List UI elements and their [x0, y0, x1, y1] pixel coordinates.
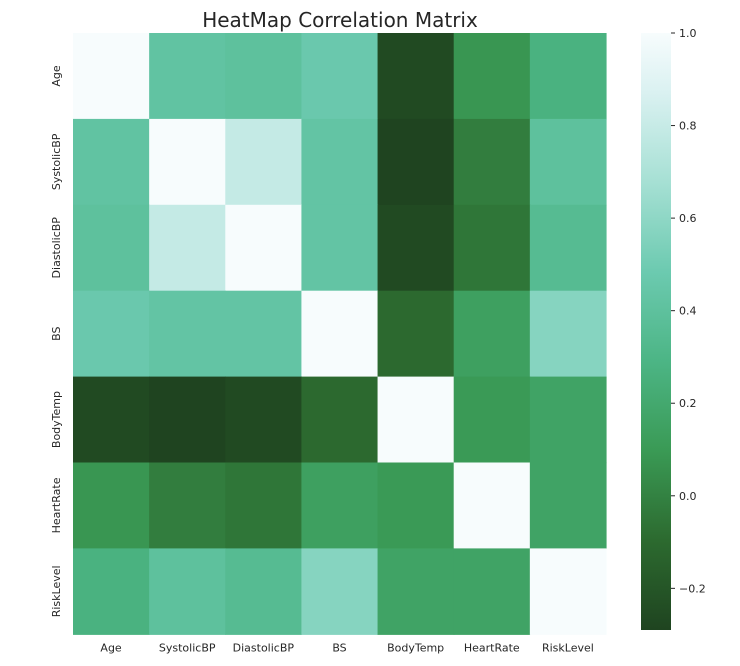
heatmap-cell-age-heartrate: [453, 33, 531, 120]
heatmap-cell-risklevel-age: [73, 548, 150, 635]
colorbar-tick-label: 0.2: [679, 397, 697, 410]
chart-title: HeatMap Correlation Matrix: [202, 8, 478, 32]
heatmap-cell-systolicbp-bs: [301, 118, 379, 206]
heatmap-cell-heartrate-risklevel: [529, 462, 607, 549]
x-axis-ticks: Age SystolicBP DiastolicBP BS BodyTemp HeartR…: [100, 641, 593, 654]
heatmap-cell-age-age: [73, 33, 150, 120]
heatmap-cell-risklevel-diastolicbp: [225, 548, 303, 635]
heatmap-cell-bs-systolicbp: [149, 290, 226, 378]
heatmap-cell-heartrate-diastolicbp: [225, 462, 303, 549]
heatmap-cell-diastolicbp-age: [73, 204, 150, 292]
x-tick-label: HeartRate: [464, 641, 520, 654]
heatmap-cell-bs-heartrate: [453, 290, 531, 378]
y-tick-label: SystolicBP: [50, 133, 63, 190]
heatmap-cell-bodytemp-risklevel: [529, 376, 607, 464]
heatmap-cell-heartrate-heartrate: [453, 462, 531, 549]
heatmap-cell-diastolicbp-heartrate: [453, 204, 531, 292]
heatmap-cell-diastolicbp-bs: [301, 204, 379, 292]
colorbar-tick-label: −0.2: [679, 582, 706, 595]
heatmap-cell-bs-age: [73, 290, 150, 378]
heatmap-cell-risklevel-heartrate: [453, 548, 531, 635]
heatmap-cell-risklevel-bs: [301, 548, 379, 635]
heatmap-cell-age-systolicbp: [149, 33, 226, 120]
heatmap-cell-bs-diastolicbp: [225, 290, 303, 378]
colorbar-tick-label: 1.0: [679, 27, 697, 40]
heatmap-cell-diastolicbp-bodytemp: [377, 204, 455, 292]
heatmap-cell-bodytemp-diastolicbp: [225, 376, 303, 464]
colorbar-tick-label: 0.0: [679, 490, 697, 503]
heatmap-cell-age-bodytemp: [377, 33, 455, 120]
heatmap-cell-diastolicbp-diastolicbp: [225, 204, 303, 292]
y-tick-label: RiskLevel: [50, 565, 63, 617]
y-tick-label: DiastolicBP: [50, 217, 63, 279]
heatmap-cell-age-bs: [301, 33, 379, 120]
heatmap-cell-risklevel-systolicbp: [149, 548, 226, 635]
colorbar: 1.0 0.8 0.6 0.4 0.2 0.0 −0.2: [641, 27, 706, 630]
heatmap-cell-bodytemp-age: [73, 376, 150, 464]
heatmap-cell-bodytemp-heartrate: [453, 376, 531, 464]
x-tick-label: RiskLevel: [542, 641, 594, 654]
heatmap-cell-heartrate-systolicbp: [149, 462, 226, 549]
heatmap-cell-systolicbp-heartrate: [453, 118, 531, 206]
heatmap-cell-systolicbp-diastolicbp: [225, 118, 303, 206]
colorbar-tick-label: 0.8: [679, 120, 697, 133]
x-tick-label: BS: [332, 641, 346, 654]
heatmap-cell-bs-risklevel: [529, 290, 607, 378]
heatmap-cell-age-diastolicbp: [225, 33, 303, 120]
heatmap-cell-bs-bodytemp: [377, 290, 455, 378]
heatmap-cell-diastolicbp-risklevel: [529, 204, 607, 292]
y-tick-label: HeartRate: [50, 477, 63, 533]
y-axis-ticks: Age SystolicBP DiastolicBP BS BodyTemp HeartR…: [50, 65, 63, 617]
colorbar-tick-label: 0.4: [679, 305, 697, 318]
heatmap-cell-bs-bs: [301, 290, 379, 378]
heatmap-cells: [73, 33, 607, 635]
heatmap-cell-systolicbp-bodytemp: [377, 118, 455, 206]
x-tick-label: SystolicBP: [159, 641, 216, 654]
y-tick-label: Age: [50, 65, 63, 87]
heatmap-cell-risklevel-risklevel: [529, 548, 607, 635]
heatmap-cell-systolicbp-systolicbp: [149, 118, 226, 206]
colorbar-tick-label: 0.6: [679, 212, 697, 225]
heatmap-cell-heartrate-age: [73, 462, 150, 549]
colorbar-gradient: [641, 33, 671, 630]
heatmap-cell-bodytemp-bs: [301, 376, 379, 464]
y-tick-label: BodyTemp: [50, 391, 63, 448]
x-tick-label: Age: [100, 641, 122, 654]
heatmap-cell-heartrate-bs: [301, 462, 379, 549]
heatmap-cell-diastolicbp-systolicbp: [149, 204, 226, 292]
heatmap-cell-age-risklevel: [529, 33, 607, 120]
x-tick-label: BodyTemp: [387, 641, 444, 654]
heatmap-cell-heartrate-bodytemp: [377, 462, 455, 549]
heatmap-cell-systolicbp-risklevel: [529, 118, 607, 206]
heatmap-cell-bodytemp-systolicbp: [149, 376, 226, 464]
heatmap-cell-systolicbp-age: [73, 118, 150, 206]
x-tick-label: DiastolicBP: [233, 641, 295, 654]
heatmap-cell-bodytemp-bodytemp: [377, 376, 455, 464]
y-tick-label: BS: [50, 326, 63, 340]
heatmap-cell-risklevel-bodytemp: [377, 548, 455, 635]
